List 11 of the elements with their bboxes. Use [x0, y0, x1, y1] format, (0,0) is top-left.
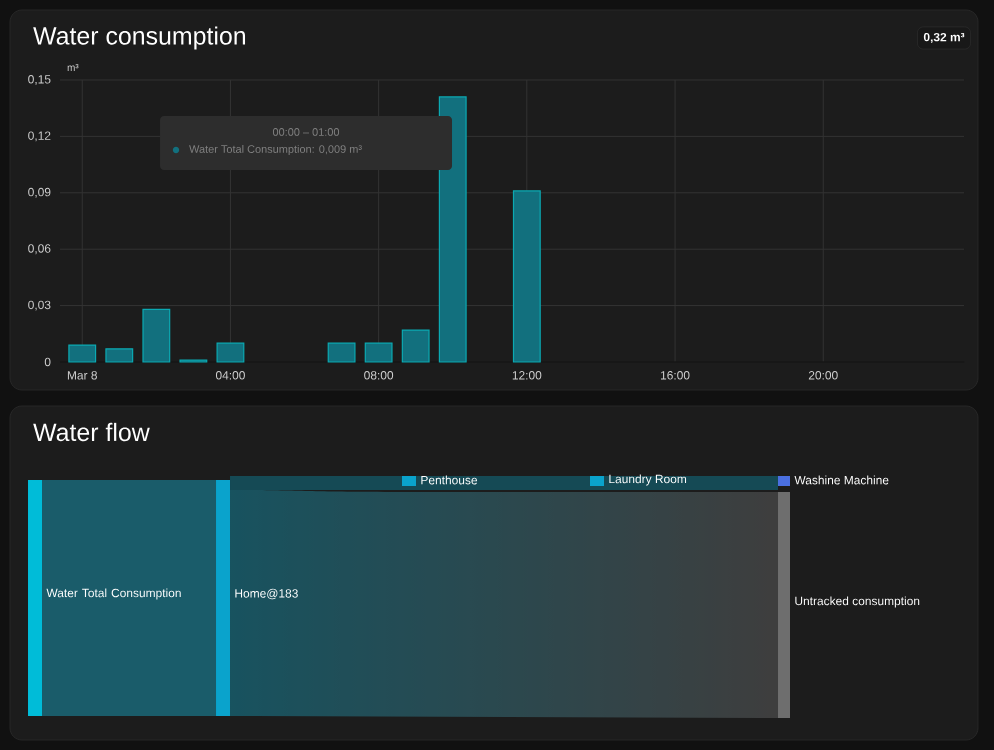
bar — [512, 190, 541, 363]
bar — [401, 329, 430, 363]
text: Water flow — [33, 422, 150, 442]
bar — [105, 348, 134, 363]
bar — [142, 308, 171, 363]
bar — [327, 342, 356, 363]
bar — [68, 344, 97, 363]
bar — [364, 342, 393, 363]
bar — [216, 342, 245, 363]
chart-title: Water consumption — [33, 26, 246, 50]
bar — [438, 96, 467, 363]
